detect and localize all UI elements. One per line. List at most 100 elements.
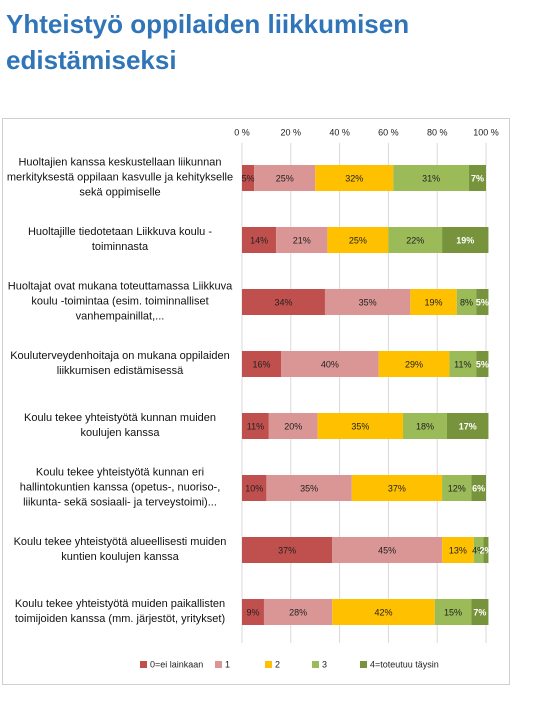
value-label: 18% xyxy=(416,421,434,431)
value-label: 45% xyxy=(378,545,396,555)
bar-segment xyxy=(471,599,489,625)
bar-segment xyxy=(410,289,457,315)
bar-segment xyxy=(268,413,318,439)
value-label: 8% xyxy=(460,297,473,307)
value-label: 42% xyxy=(375,607,393,617)
value-label: 19% xyxy=(456,235,474,245)
value-label: 7% xyxy=(471,173,484,183)
bar-segment xyxy=(324,289,411,315)
legend-label: 2 xyxy=(275,659,280,669)
bar-segment xyxy=(483,537,489,563)
bar-segment xyxy=(446,413,489,439)
value-label: 21% xyxy=(293,235,311,245)
value-label: 40% xyxy=(321,359,339,369)
value-label: 22% xyxy=(406,235,424,245)
bar-segment xyxy=(456,289,477,315)
bar-segment xyxy=(327,227,389,253)
value-label: 16% xyxy=(253,359,271,369)
bar-segment xyxy=(242,227,277,253)
value-label: 32% xyxy=(345,173,363,183)
bar-segment xyxy=(242,413,269,439)
value-label: 12% xyxy=(448,483,466,493)
x-tick-label: 100 % xyxy=(473,127,499,137)
x-tick-label: 0 % xyxy=(234,127,250,137)
slide-title: Yhteistyö oppilaiden liikkumisen edistäm… xyxy=(6,9,410,75)
value-label: 4% xyxy=(472,545,485,555)
value-label: 9% xyxy=(246,607,259,617)
bar-segment xyxy=(434,599,472,625)
legend-label: 3 xyxy=(322,659,327,669)
chart-frame xyxy=(2,118,510,685)
value-label: 5% xyxy=(476,297,489,307)
bar-segment xyxy=(242,289,325,315)
bar-segment xyxy=(449,351,477,377)
legend-label: 1 xyxy=(225,659,230,669)
bar-segment xyxy=(393,165,469,191)
value-label: 14% xyxy=(250,235,268,245)
value-label: 11% xyxy=(454,359,471,369)
value-label: 35% xyxy=(359,297,377,307)
bar-segment xyxy=(332,599,435,625)
value-label: 31% xyxy=(422,173,440,183)
category-label: Huoltajat ovat mukana toteuttamassa Liik… xyxy=(7,280,233,323)
value-label: 11% xyxy=(247,421,264,431)
value-label: 19% xyxy=(425,297,443,307)
bar-segment xyxy=(468,165,486,191)
bar-segment xyxy=(242,475,267,501)
legend-swatch xyxy=(265,661,272,668)
bar-segment xyxy=(476,289,489,315)
value-label: 25% xyxy=(276,173,294,183)
value-label: 28% xyxy=(289,607,307,617)
bar-segment xyxy=(242,351,282,377)
bar-segment xyxy=(276,227,328,253)
category-label: Huoltajien kanssa keskustellaan liikunna… xyxy=(6,156,234,199)
bar-segment xyxy=(442,227,489,253)
value-label: 20% xyxy=(284,421,302,431)
value-label: 5% xyxy=(476,359,489,369)
legend-swatch xyxy=(312,661,319,668)
value-label: 13% xyxy=(449,545,467,555)
bar-segment xyxy=(315,165,394,191)
bar-segment xyxy=(254,165,316,191)
legend-swatch xyxy=(360,661,367,668)
x-tick-label: 80 % xyxy=(427,127,448,137)
value-label: 5% xyxy=(242,173,255,183)
bar-segment xyxy=(317,413,404,439)
bar-segment xyxy=(266,475,352,501)
category-label: Koulu tekee yhteistyötä kunnan muiden ko… xyxy=(23,412,217,439)
category-label: Koulu tekee yhteistyötä kunnan eri halli… xyxy=(19,466,221,509)
value-label: 7% xyxy=(473,607,486,617)
bar-segment xyxy=(471,475,486,501)
bar-segment xyxy=(476,351,489,377)
bar-segment xyxy=(403,413,447,439)
category-label: Kouluterveydenhoitaja on mukana oppilaid… xyxy=(10,350,230,377)
x-tick-label: 60 % xyxy=(378,127,399,137)
bar-segment xyxy=(473,537,484,563)
value-label: 10% xyxy=(245,483,263,493)
value-label: 35% xyxy=(351,421,369,431)
value-label: 34% xyxy=(274,297,292,307)
legend-swatch xyxy=(215,661,222,668)
value-label: 17% xyxy=(459,421,477,431)
legend-label: 4=toteutuu täysin xyxy=(370,659,439,669)
value-label: 15% xyxy=(444,607,462,617)
category-label: Koulu tekee yhteistyötä alueellisesti mu… xyxy=(13,536,227,563)
value-label: 37% xyxy=(278,545,296,555)
bar-segment xyxy=(242,599,264,625)
bar-segment xyxy=(351,475,443,501)
category-label: Huoltajille tiedotetaan Liikkuva koulu -… xyxy=(27,226,213,253)
bar-segment xyxy=(442,537,474,563)
bar-segment xyxy=(442,475,472,501)
value-label: 2% xyxy=(479,545,492,555)
x-tick-label: 40 % xyxy=(329,127,350,137)
bar-segment xyxy=(378,351,450,377)
bar-segment xyxy=(388,227,443,253)
value-label: 25% xyxy=(349,235,367,245)
category-label: Koulu tekee yhteistyötä muiden paikallis… xyxy=(14,598,226,625)
value-label: 29% xyxy=(405,359,423,369)
legend-label: 0=ei lainkaan xyxy=(150,659,203,669)
bar-segment xyxy=(242,537,333,563)
bar-segment xyxy=(263,599,333,625)
x-tick-label: 20 % xyxy=(281,127,302,137)
